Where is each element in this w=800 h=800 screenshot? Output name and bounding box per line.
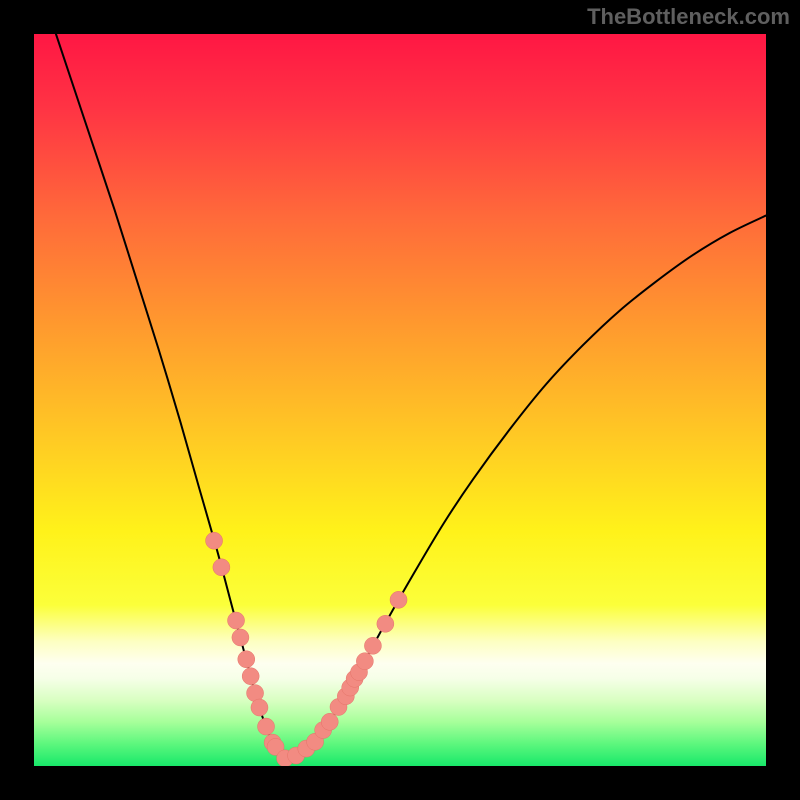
- curve-layer: [34, 34, 766, 766]
- data-marker: [206, 532, 223, 549]
- plot-area: [34, 34, 766, 766]
- marker-group: [206, 532, 407, 766]
- data-marker: [213, 559, 230, 576]
- data-marker: [364, 637, 381, 654]
- data-marker: [238, 651, 255, 668]
- bottleneck-curve: [56, 34, 766, 759]
- data-marker: [321, 713, 338, 730]
- data-marker: [258, 718, 275, 735]
- data-marker: [377, 615, 394, 632]
- data-marker: [232, 629, 249, 646]
- data-marker: [356, 653, 373, 670]
- data-marker: [242, 668, 259, 685]
- data-marker: [251, 699, 268, 716]
- data-marker: [390, 591, 407, 608]
- watermark-text: TheBottleneck.com: [587, 4, 790, 30]
- data-marker: [228, 612, 245, 629]
